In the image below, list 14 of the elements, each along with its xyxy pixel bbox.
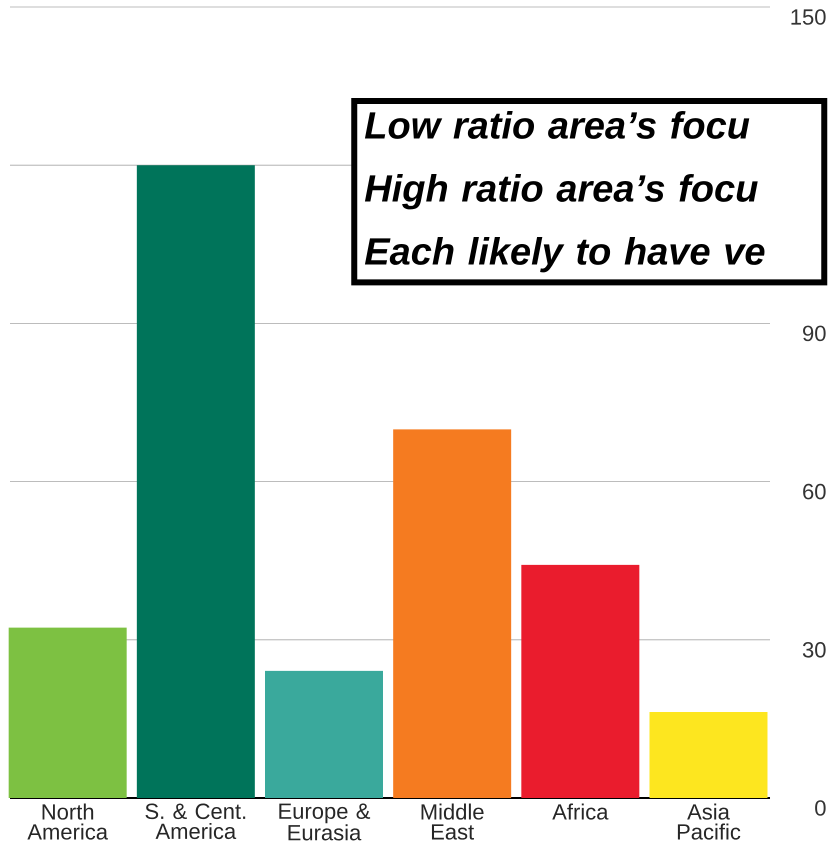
x-tick-label: Asia Pacific [678, 804, 740, 840]
y-tick-label: 0 [815, 800, 826, 816]
x-tick-label: North America [27, 804, 108, 840]
y-tick-label: 90 [803, 326, 826, 342]
y-tick-label: 30 [802, 642, 826, 658]
x-tick-label: Middle East [422, 804, 484, 840]
x-tick-label: S. & Cent. America [145, 804, 246, 840]
annotation: Each likely to have ve [364, 236, 764, 272]
x-tick-label: Europe & Eurasia [279, 804, 370, 840]
y-tick-label: 60 [803, 484, 826, 500]
y-tick-label: 150 [791, 9, 826, 25]
annotation: Low ratio area’s focu [364, 110, 750, 139]
x-tick-label: Africa [552, 804, 608, 820]
annotation: High ratio area’s focu [364, 174, 758, 210]
